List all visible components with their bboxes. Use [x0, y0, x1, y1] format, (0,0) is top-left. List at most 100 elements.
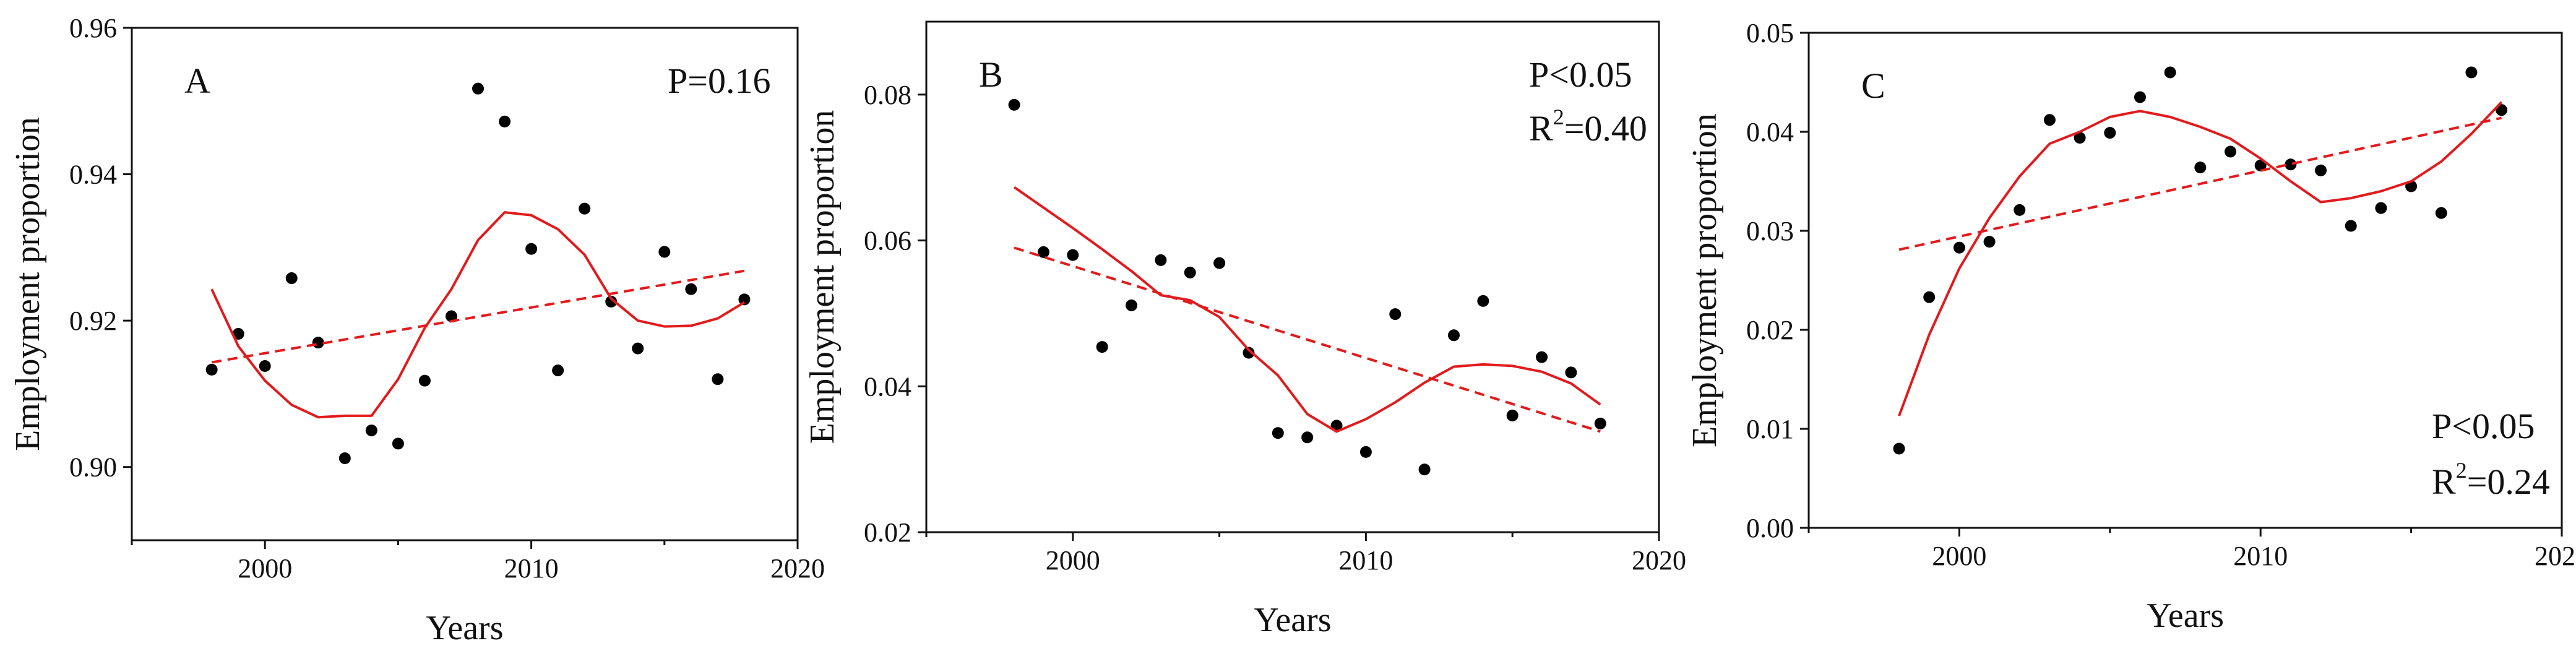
panel-b-p-value: P<0.05: [1529, 54, 1632, 95]
panel-a-letter: A: [184, 61, 210, 101]
panel-c-axes-frame: [1807, 32, 2563, 529]
panel-b-data-point: [1184, 266, 1196, 278]
panel-c-data-point: [2465, 66, 2478, 79]
panel-b-data-point: [1594, 417, 1606, 429]
panel-b-trend-line: [1014, 246, 1601, 433]
panel-c-data-point: [2225, 145, 2237, 158]
panel-c-data-point: [2134, 91, 2146, 103]
panel-c-trend-line: [1898, 116, 2502, 251]
panel-a-data-point: [632, 342, 644, 355]
panel-c-letter: C: [1861, 66, 1885, 106]
panel-b-data-point: [1506, 409, 1518, 421]
panel-c-data-point: [2345, 220, 2357, 232]
panel-a-data-point: [259, 360, 271, 372]
panel-b-data-point: [1359, 446, 1372, 458]
panel-c-data-point: [2435, 207, 2447, 219]
panel-c-p-value: P<0.05: [2432, 406, 2535, 446]
panel-b-y-tick-label: 0.08: [864, 80, 911, 110]
panel-b-data-point: [1418, 464, 1431, 476]
panel-c-r-squared-value: =0.24: [2467, 462, 2550, 502]
panel-b-axes-frame: [925, 20, 1660, 533]
panel-a-data-point: [605, 295, 618, 308]
panel-a-y-axis-label: Employment proportion: [9, 117, 47, 451]
panel-c-y-tick-label: 0.05: [1746, 18, 1794, 48]
panel-a-data-point: [232, 327, 244, 340]
panel-b-data-point: [1389, 308, 1402, 321]
panel-b-r-squared-prefix: R: [1529, 108, 1553, 149]
panel-b-x-axis-label: Years: [1254, 601, 1332, 639]
panel-b-data-point: [1067, 249, 1079, 261]
panel-b-r-squared-value: =0.40: [1564, 108, 1647, 149]
panel-c-data-point: [2074, 132, 2086, 144]
panel-b-data-point: [1536, 351, 1548, 363]
panel-a-axes-frame: [131, 27, 799, 541]
panel-c-y-tick-label: 0.02: [1746, 315, 1794, 345]
panel-c-data-point: [2164, 66, 2176, 79]
panel-c-data-point: [2194, 162, 2207, 174]
panel-a-data-point: [658, 246, 671, 258]
panel-b-data-point: [1126, 299, 1138, 311]
panel-c: 2000 2010 2020 0.00 0.01 0.02 0.03 0.04 0.05 Year…: [1686, 18, 2576, 635]
panel-a-y-tick-label: 0.92: [69, 306, 117, 336]
panel-c-y-tick-label: 0.04: [1746, 117, 1794, 147]
panel-c-r-squared-prefix: R: [2432, 462, 2456, 502]
panel-a-data-point: [418, 374, 431, 387]
panel-c-x-tick-label: 2000: [1932, 541, 1986, 571]
panel-a-x-tick-label: 2000: [238, 553, 292, 584]
panel-a-data-point: [205, 363, 218, 376]
panel-b-x-tick-label: 2020: [1632, 545, 1686, 576]
panel-c-y-tick-label: 0.00: [1746, 513, 1794, 543]
panel-a-x-axis-label: Years: [426, 609, 504, 647]
panel-b-data-point: [1447, 329, 1460, 342]
panel-c-data-point: [2285, 158, 2297, 171]
panel-c-data-point: [1983, 236, 1996, 248]
panel-a-data-point: [499, 115, 511, 127]
panel-a-trend-line: [211, 269, 745, 364]
panel-a-data-point: [392, 438, 404, 450]
panel-c-data-point: [2104, 127, 2116, 139]
panel-a-data-point: [472, 82, 485, 95]
panel-c-data-point: [2043, 114, 2056, 126]
panel-a-y-tick-label: 0.94: [69, 160, 117, 190]
panel-a-data-point: [552, 364, 564, 377]
panel-c-y-tick-label: 0.01: [1746, 414, 1794, 444]
panel-b-data-point: [1037, 246, 1049, 258]
panel-b-y-tick-label: 0.04: [864, 371, 911, 402]
panel-c-r-squared-sup: 2: [2456, 458, 2467, 483]
panel-b-data-point: [1301, 431, 1314, 444]
panel-b-x-tick-label: 2010: [1338, 545, 1393, 576]
panel-c-data-point: [2014, 204, 2026, 216]
panel-c-x-tick-label: 2020: [2535, 541, 2576, 571]
panel-c-data-point: [2496, 104, 2508, 116]
panel-b-data-point: [1008, 98, 1020, 111]
panel-a-x-tick-label: 2010: [504, 553, 559, 584]
panel-a-data-point: [445, 310, 457, 322]
panel-a-data-point: [712, 373, 724, 386]
panel-a-data-point: [738, 293, 751, 306]
panel-c-y-tick-label: 0.03: [1746, 216, 1794, 246]
panel-b-y-tick-label: 0.02: [864, 517, 911, 548]
panel-c-data-point: [2375, 202, 2387, 214]
panel-b-data-point: [1477, 295, 1489, 307]
panel-a-data-point: [525, 243, 538, 255]
panel-b-smooth-curve: [1013, 186, 1601, 433]
panel-b-data-point: [1243, 347, 1255, 359]
panel-c-x-axis-label: Years: [2147, 597, 2224, 635]
panel-a-y-tick-label: 0.96: [69, 13, 117, 43]
panel-a: 2000 2010 2020 0.90 0.92 0.94 0.96 Years Employm…: [9, 13, 825, 647]
panel-c-y-axis-label: Employment proportion: [1686, 113, 1724, 447]
panel-a-x-tick-label: 2020: [770, 553, 825, 584]
panel-a-smooth-curve: [210, 211, 745, 419]
panel-b-r-squared-sup: 2: [1553, 105, 1564, 129]
panel-b-data-point: [1272, 427, 1284, 439]
panel-a-data-point: [685, 283, 697, 295]
panel-c-data-point: [2315, 164, 2327, 176]
panel-c-data-point: [2254, 159, 2267, 171]
panel-b-x-tick-label: 2000: [1046, 545, 1100, 576]
panel-a-p-value: P=0.16: [668, 61, 770, 101]
panel-c-smooth-curve: [1898, 101, 2503, 416]
panel-c-data-point: [1893, 442, 1905, 455]
panel-c-data-point: [1923, 291, 1936, 303]
panel-b-data-point: [1096, 341, 1108, 353]
panel-b-letter: B: [979, 54, 1003, 95]
